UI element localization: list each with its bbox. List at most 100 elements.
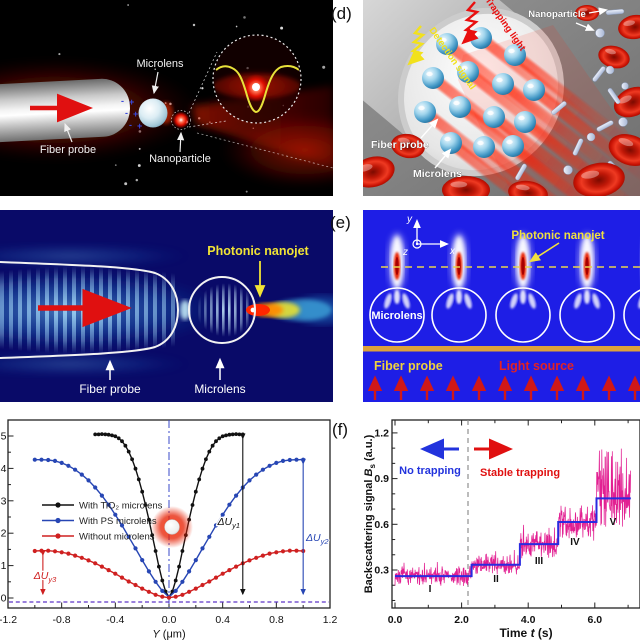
series-marker-2 (260, 553, 265, 558)
y-tick: 0.9 (374, 473, 389, 485)
microlens-highlight (444, 136, 451, 142)
series-marker-2 (86, 558, 91, 563)
series-marker-2 (200, 582, 205, 588)
series-marker-1 (153, 579, 158, 584)
series-marker-1 (32, 457, 37, 462)
star-dot (114, 164, 117, 166)
panel-b-field-simulation: Photonic nanojet Fiber probe Microlens (0, 210, 333, 402)
photonic-nanojet-arrow (528, 242, 560, 263)
nanoparticle-rods-and-spheres (515, 9, 629, 181)
microlens-sphere (422, 67, 444, 89)
y-tick: 0.6 (374, 519, 389, 531)
lens-lobe (384, 293, 392, 309)
series-marker-0 (204, 457, 208, 462)
series-marker-0 (197, 477, 202, 482)
legend-ps: With PS microlens (79, 516, 157, 527)
star-dot (58, 53, 61, 56)
x-axis-title-symbol: Y (152, 629, 160, 640)
series-marker-0 (217, 436, 222, 441)
red-blood-cell-body (608, 134, 640, 166)
microlens-highlight (461, 65, 468, 71)
series-marker-1 (280, 458, 286, 463)
series-marker-2 (146, 589, 151, 594)
star-dot (322, 65, 326, 69)
axis-z-label: z (402, 247, 408, 258)
series-marker-1 (227, 502, 232, 507)
microlens-sphere (138, 98, 168, 128)
lower-side-lobe (0, 352, 190, 376)
lens-lobe (520, 290, 526, 304)
red-blood-cells-front (363, 133, 640, 196)
x-tick-labels: -1.2 -0.8 -0.4 0.0 0.4 0.8 1.2 (0, 614, 337, 626)
nanojet-dark-core (585, 257, 589, 275)
microlens-label: Microlens (413, 168, 462, 180)
fiber-probe-label: Fiber probe (79, 382, 141, 396)
red-blood-cell (363, 156, 395, 188)
series-marker-0 (93, 432, 98, 437)
red-blood-cell (613, 86, 640, 118)
series-marker-1 (180, 579, 185, 584)
upper-side-lobe (0, 244, 190, 268)
svg-text:+: + (129, 97, 134, 107)
x-tick: 0.4 (215, 614, 230, 626)
step-label-4: IV (570, 537, 580, 548)
series-marker-2 (207, 579, 212, 584)
delta-u3-main: ΔU (33, 570, 49, 582)
series-marker-1 (46, 457, 51, 463)
microlens-highlight (418, 105, 425, 111)
panel-a-single-microlens-schematic: - + - + - + Microlens Fiber probe Nanoparti… (0, 0, 333, 196)
y-tick-labels: 0.3 0.6 0.9 1.2 (374, 427, 389, 576)
series-marker-0 (214, 439, 218, 444)
panel-d-tag: (d) (331, 4, 352, 23)
lens-lobe (528, 293, 536, 309)
x-tick: -1.2 (0, 614, 17, 626)
microlens-highlight (426, 71, 433, 77)
series-marker-0 (210, 443, 215, 448)
series-marker-1 (73, 467, 78, 472)
microlens-highlight (508, 48, 515, 54)
microlens-pointer-arrow (151, 71, 159, 95)
series-marker-2 (227, 568, 232, 573)
series-marker-1 (287, 457, 292, 463)
potential-curves (32, 432, 306, 600)
star-dot (201, 87, 204, 90)
series-marker-2 (213, 575, 219, 580)
lens-lobe (464, 293, 472, 309)
legend-tio2: With TiO₂ microlens (79, 501, 163, 512)
delta-u3-label: ΔUy3 (33, 570, 57, 584)
series-marker-1 (66, 463, 71, 468)
series-marker-2 (294, 548, 299, 553)
microlens-outline (188, 276, 256, 344)
lens-lobe (394, 290, 400, 304)
series-marker-1 (160, 588, 165, 593)
series-marker-1 (59, 460, 64, 465)
x-tick: 4.0 (521, 614, 536, 626)
series-marker-2 (287, 548, 292, 553)
series-marker-2 (153, 592, 158, 597)
y-axis-title-symbol: B (363, 468, 375, 476)
series-marker-2 (79, 555, 84, 560)
inset-connector-lower (188, 120, 227, 128)
y-tick: 1.2 (374, 427, 389, 439)
star-dot (135, 178, 139, 182)
red-blood-cell (508, 180, 548, 196)
delta-u1-label: ΔUy1 (216, 516, 240, 530)
photonic-nanojet-label: Photonic nanojet (511, 230, 604, 242)
axis-y-label: y (406, 214, 413, 225)
light-source-label: Light source (499, 359, 574, 373)
microlens-label: Microlens (371, 310, 422, 322)
x-axis-title-symbol: t (531, 626, 536, 640)
series-marker-2 (193, 586, 198, 591)
microlens-highlight (506, 139, 513, 145)
nanoparticle-rod (551, 101, 567, 115)
series-marker-1 (99, 493, 104, 498)
series-marker-0 (234, 432, 239, 436)
microlens-highlight (496, 77, 503, 83)
y-tick-labels: 0 1 2 3 4 5 (1, 431, 7, 605)
series-marker-0 (224, 433, 228, 438)
potential-well-inset (212, 34, 302, 124)
microlens-sphere (514, 111, 536, 133)
x-tick: -0.4 (106, 614, 124, 626)
lens-lobe (574, 293, 582, 309)
